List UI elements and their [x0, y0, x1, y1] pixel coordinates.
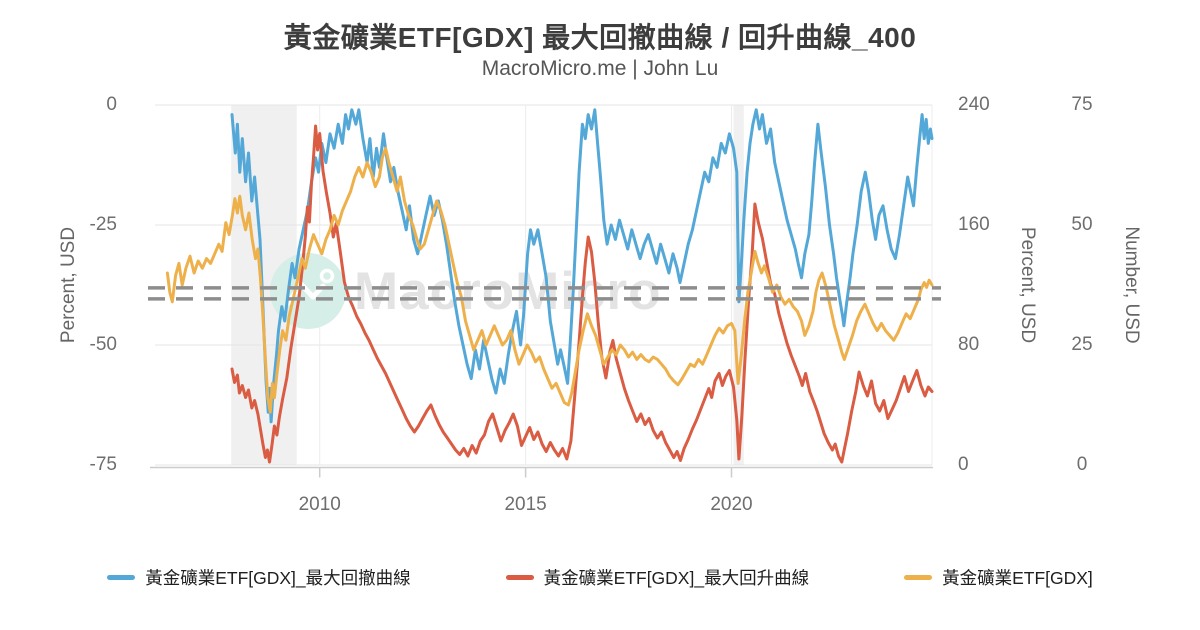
legend-item-3[interactable]: 黃金礦業ETF[GDX]: [904, 565, 1093, 590]
y-right2-tick-label: 75: [1071, 94, 1093, 115]
y-left-tick-label: -50: [89, 334, 117, 355]
series-line-2[interactable]: [230, 124, 934, 464]
y-right2-tick-label: 0: [1076, 454, 1088, 475]
series-line-1[interactable]: [230, 108, 934, 424]
right-axis-2-title: Number, USD: [1121, 226, 1142, 344]
legend-swatch-icon: [904, 575, 933, 580]
y-right2-tick-label: 25: [1071, 334, 1093, 355]
watermark-text: MacroMicro: [354, 262, 661, 321]
y-right2-tick-label: 50: [1071, 214, 1093, 235]
legend-label: 黃金礦業ETF[GDX]_最大回撤曲線: [145, 568, 411, 588]
left-axis-title: Percent, USD: [58, 226, 79, 344]
y-right1-tick-label: 240: [958, 94, 990, 115]
x-tick-label: 2020: [710, 494, 753, 515]
series-line-3[interactable]: [165, 146, 934, 414]
watermark-dot-icon: [319, 268, 335, 284]
legend-item-2[interactable]: 黃金礦業ETF[GDX]_最大回升曲線: [505, 565, 810, 590]
x-tick-label: 2015: [504, 494, 547, 515]
chart-title: 黃金礦業ETF[GDX] 最大回撤曲線 / 回升曲線_400: [283, 22, 917, 53]
y-right1-tick-label: 0: [958, 454, 969, 475]
y-left-tick-label: -75: [89, 454, 117, 475]
x-tick-label: 2010: [298, 494, 341, 515]
y-right1-tick-label: 80: [958, 334, 980, 355]
legend-item-1[interactable]: 黃金礦業ETF[GDX]_最大回撤曲線: [107, 565, 411, 590]
right-axis-1-title: Percent, USD: [1017, 226, 1038, 344]
legend-label: 黃金礦業ETF[GDX]: [942, 568, 1093, 588]
legend-swatch-icon: [505, 575, 534, 580]
legend-swatch-icon: [107, 575, 136, 580]
y-left-tick-label: -25: [89, 214, 117, 235]
legend-label: 黃金礦業ETF[GDX]_最大回升曲線: [543, 568, 810, 588]
y-right1-tick-label: 160: [958, 214, 990, 235]
macromicro-watermark: MacroMicro: [270, 253, 661, 329]
chart-subtitle: MacroMicro.me | John Lu: [481, 57, 719, 80]
legend: 黃金礦業ETF[GDX]_最大回撤曲線 黃金礦業ETF[GDX]_最大回升曲線 黃金…: [0, 565, 1200, 590]
y-left-tick-label: 0: [106, 94, 117, 115]
